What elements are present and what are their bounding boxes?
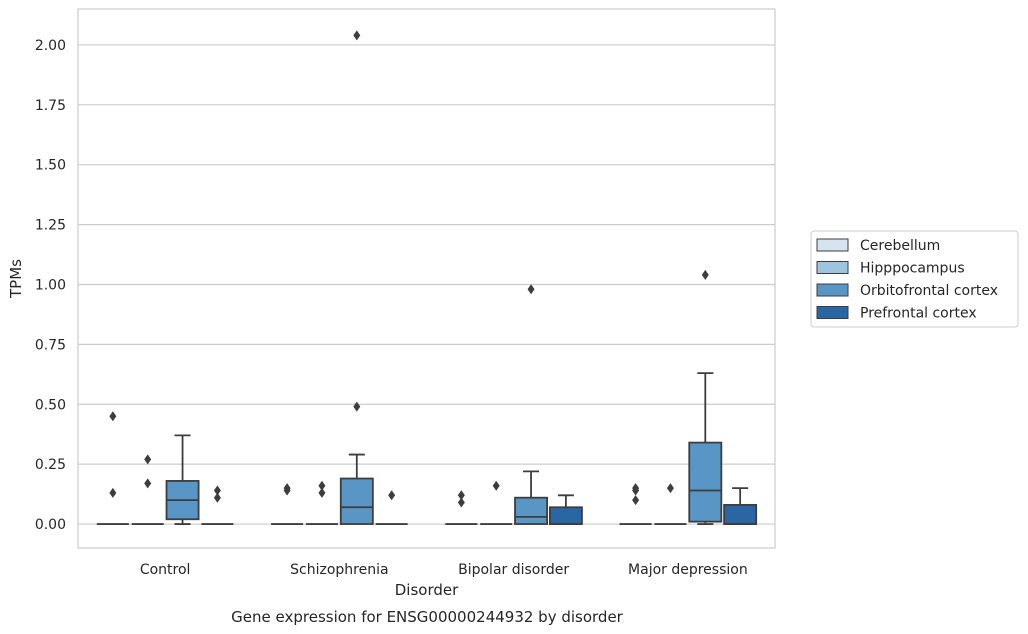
box-1-0	[271, 483, 304, 525]
box-0-2	[165, 434, 200, 525]
outlier-point	[666, 483, 674, 494]
y-tick-label: 1.00	[35, 277, 66, 293]
legend-label: Prefrontal cortex	[860, 306, 977, 322]
box-2-0	[445, 490, 478, 525]
outlier-point	[144, 454, 152, 465]
outlier-point	[318, 480, 326, 491]
outlier-point	[283, 485, 291, 496]
legend-swatch	[816, 261, 849, 274]
y-tick-label: 0.00	[35, 517, 66, 533]
box-3-0	[619, 483, 652, 525]
box-0-3	[201, 485, 234, 525]
x-tick-label: Control	[140, 562, 191, 578]
outlier-point	[492, 480, 500, 491]
legend-swatch	[816, 283, 849, 297]
box-0-1	[131, 454, 164, 525]
box-3-3	[723, 487, 758, 525]
plot-frame	[77, 8, 776, 549]
y-tick-label: 2.00	[35, 38, 66, 54]
box-plot-marks	[96, 30, 758, 525]
box-body	[339, 477, 374, 525]
x-tick-label: Schizophrenia	[290, 562, 388, 578]
outlier-point	[109, 411, 117, 422]
outlier-point	[318, 487, 326, 498]
legend-label: Hipppocampus	[860, 261, 965, 277]
outlier-point	[527, 284, 535, 295]
box-1-2	[339, 30, 374, 525]
y-axis-ticks: 0.00 0.25 0.50 0.75 1.00 1.25 1.50 1.75 2.00	[35, 38, 66, 533]
outlier-point	[457, 497, 465, 508]
y-tick-label: 0.75	[35, 337, 66, 353]
y-tick-label: 1.50	[35, 158, 66, 174]
x-tick-label: Bipolar disorder	[458, 562, 569, 578]
box-body	[723, 503, 758, 525]
box-2-2	[514, 284, 548, 525]
outlier-point	[632, 485, 640, 496]
outlier-point	[213, 485, 221, 496]
box-body	[548, 506, 583, 525]
outlier-point	[144, 478, 152, 489]
x-axis-ticks: Control Schizophrenia Bipolar disorder Majo…	[140, 562, 748, 578]
y-tick-label: 1.25	[35, 218, 66, 234]
y-tick-label: 0.25	[35, 457, 66, 473]
box-1-1	[305, 480, 338, 525]
legend-label: Orbitofrontal cortex	[860, 283, 998, 299]
outlier-point	[109, 487, 117, 498]
box-1-3	[375, 490, 408, 525]
box-3-2	[688, 269, 723, 525]
outlier-point	[353, 401, 361, 412]
outlier-point	[353, 30, 361, 41]
legend-frame	[810, 230, 1019, 328]
outlier-point	[701, 269, 709, 280]
box-3-1	[654, 483, 687, 525]
outlier-point	[457, 490, 465, 501]
outlier-point	[213, 492, 221, 503]
box-body	[514, 496, 548, 525]
chart-caption: Gene expression for ENSG00000244932 by d…	[231, 608, 624, 626]
outlier-point	[388, 490, 396, 501]
box-2-1	[480, 480, 513, 525]
box-0-0	[96, 411, 129, 525]
legend-swatch	[816, 306, 849, 319]
box-2-3	[548, 494, 583, 525]
x-tick-label: Major depression	[628, 562, 748, 578]
x-axis-label: Disorder	[395, 581, 459, 599]
y-axis-label: TPMs	[7, 259, 25, 299]
outlier-point	[632, 495, 640, 506]
legend-swatch	[816, 238, 849, 252]
legend-label: Cerebellum	[860, 238, 940, 254]
y-tick-label: 0.50	[35, 397, 66, 413]
y-tick-label: 1.75	[35, 98, 66, 114]
box-body	[688, 441, 723, 523]
legend: Cerebellum Hipppocampus Orbitofrontal cort…	[810, 230, 1019, 328]
grid-lines	[78, 44, 775, 525]
